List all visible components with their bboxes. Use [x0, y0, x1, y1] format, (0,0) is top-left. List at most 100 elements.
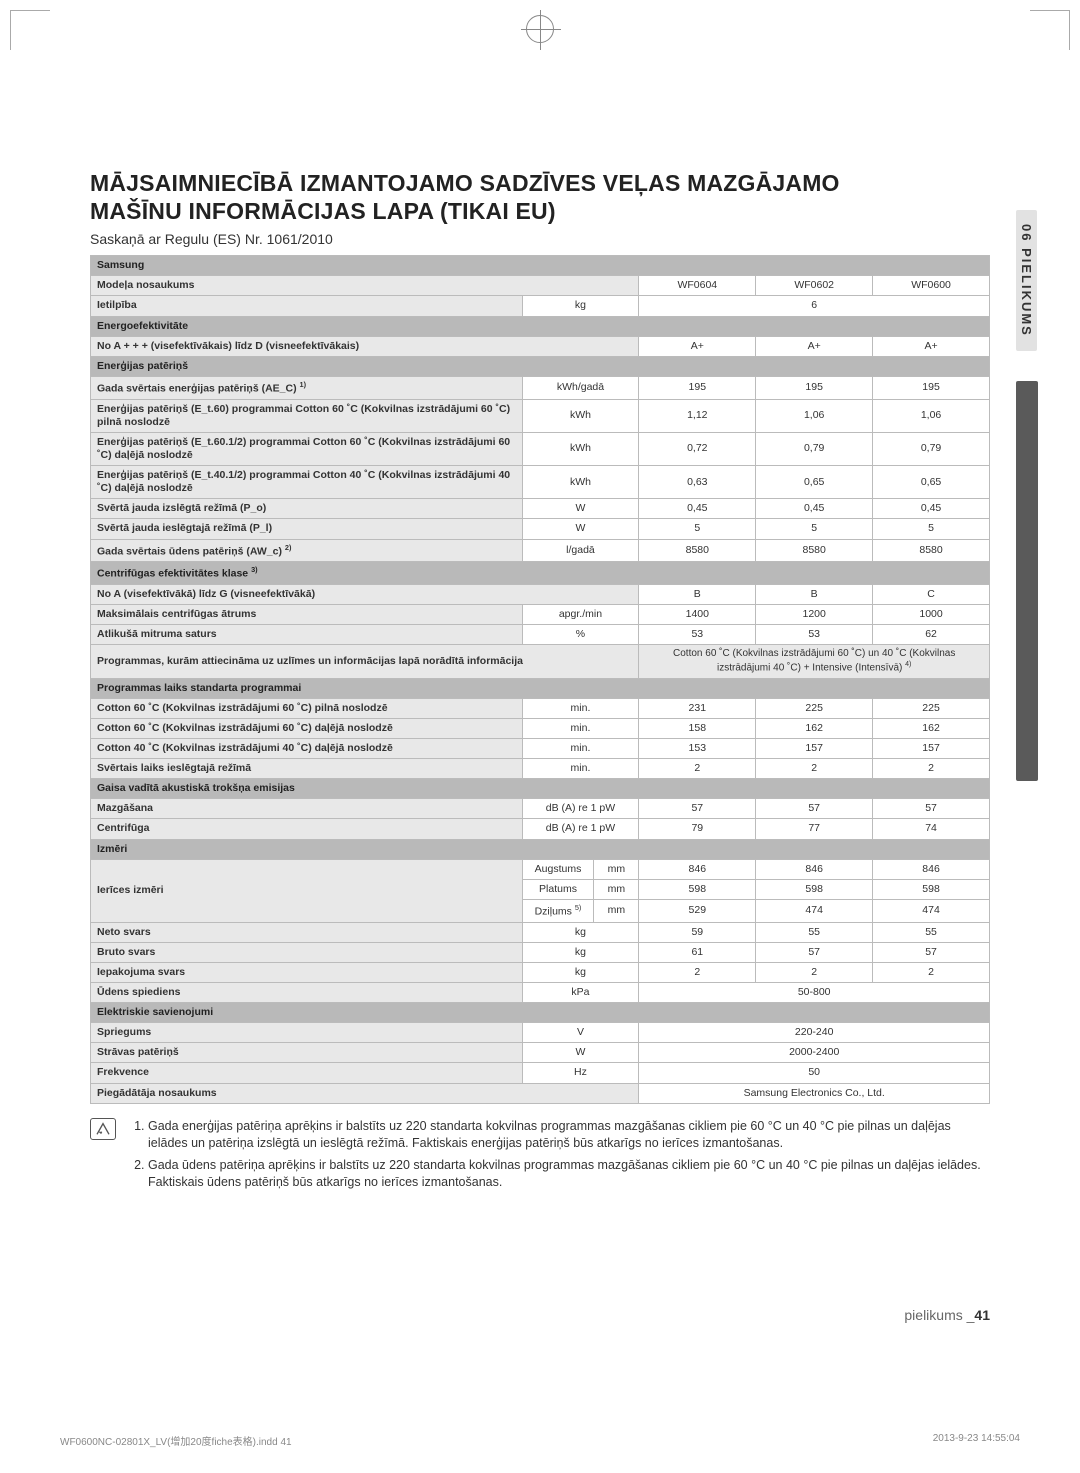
- po-label: Svērtā jauda izslēgtā režīmā (P_o): [91, 499, 523, 519]
- moist-1: 53: [639, 625, 756, 645]
- aec-1: 195: [639, 376, 756, 399]
- page-footer: pielikums _41: [904, 1307, 990, 1323]
- spin-3: 74: [873, 819, 990, 839]
- gross-2: 57: [756, 942, 873, 962]
- height-label: Augstums: [522, 859, 594, 879]
- lefton-2: 2: [756, 759, 873, 779]
- freq-unit: Hz: [522, 1063, 639, 1083]
- supplier-label: Piegādātāja nosaukums: [91, 1083, 639, 1103]
- gross-3: 57: [873, 942, 990, 962]
- spin-class-2: B: [756, 584, 873, 604]
- sidebar: 06 PIELIKUMS: [1016, 210, 1038, 850]
- height-unit: mm: [594, 859, 639, 879]
- subtitle: Saskaņā ar Regulu (ES) Nr. 1061/2010: [90, 231, 990, 247]
- po-2: 0,45: [756, 499, 873, 519]
- c60h-1: 158: [639, 718, 756, 738]
- spin-unit: dB (A) re 1 pW: [522, 819, 639, 839]
- et60h-2: 0,79: [756, 432, 873, 465]
- et40h-1: 0,63: [639, 466, 756, 499]
- class-3: A+: [873, 336, 990, 356]
- width-label: Platums: [522, 879, 594, 899]
- lefton-1: 2: [639, 759, 756, 779]
- c40h-unit: min.: [522, 738, 639, 758]
- net-3: 55: [873, 922, 990, 942]
- et60-unit: kWh: [522, 399, 639, 432]
- prog-val: Cotton 60 ˚C (Kokvilnas izstrādājumi 60 …: [639, 645, 990, 678]
- pack-2: 2: [756, 962, 873, 982]
- po-3: 0,45: [873, 499, 990, 519]
- po-unit: W: [522, 499, 639, 519]
- spin-class-label: No A (visefektīvākā) līdz G (visneefektī…: [91, 584, 639, 604]
- press-label: Ūdens spiediens: [91, 982, 523, 1002]
- sidebar-accent: [1016, 381, 1038, 781]
- c60h-3: 162: [873, 718, 990, 738]
- class-2: A+: [756, 336, 873, 356]
- meta-right: 2013-9-23 14:55:04: [933, 1433, 1020, 1448]
- pow-label: Strāvas patēriņš: [91, 1043, 523, 1063]
- model-3: WF0600: [873, 276, 990, 296]
- wash-unit: dB (A) re 1 pW: [522, 799, 639, 819]
- moist-label: Atlikušā mitruma saturs: [91, 625, 523, 645]
- et40h-unit: kWh: [522, 466, 639, 499]
- et40h-2: 0,65: [756, 466, 873, 499]
- lefton-label: Svērtais laiks ieslēgtajā režīmā: [91, 759, 523, 779]
- wash-1: 57: [639, 799, 756, 819]
- c40h-label: Cotton 40 ˚C (Kokvilnas izstrādājumi 40 …: [91, 738, 523, 758]
- c60f-3: 225: [873, 698, 990, 718]
- depth-unit: mm: [594, 899, 639, 922]
- awc-label: Gada svērtais ūdens patēriņš (AW_c) 2): [91, 539, 523, 562]
- moist-2: 53: [756, 625, 873, 645]
- c60f-2: 225: [756, 698, 873, 718]
- class-1: A+: [639, 336, 756, 356]
- wash-3: 57: [873, 799, 990, 819]
- lefton-3: 2: [873, 759, 990, 779]
- freq-val: 50: [639, 1063, 990, 1083]
- c60f-unit: min.: [522, 698, 639, 718]
- depth-3: 474: [873, 899, 990, 922]
- awc-unit: l/gadā: [522, 539, 639, 562]
- max-spin-unit: apgr./min: [522, 604, 639, 624]
- aec-label: Gada svērtais enerģijas patēriņš (AE_C) …: [91, 376, 523, 399]
- c60h-unit: min.: [522, 718, 639, 738]
- print-meta: WF0600NC-02801X_LV(增加20度fiche表格).indd 41…: [60, 1433, 1020, 1448]
- width-2: 598: [756, 879, 873, 899]
- brand-row: Samsung: [91, 256, 990, 276]
- title-line2: MAŠĪNU INFORMĀCIJAS LAPA (TIKAI EU): [90, 198, 556, 224]
- devdim-label: Ierīces izmēri: [91, 859, 523, 922]
- et40h-3: 0,65: [873, 466, 990, 499]
- model-label: Modeļa nosaukums: [91, 276, 639, 296]
- capacity-val: 6: [639, 296, 990, 316]
- energy-cons-section: Enerģijas patēriņš: [91, 356, 990, 376]
- page-title: MĀJSAIMNIECĪBĀ IZMANTOJAMO SADZĪVES VEĻA…: [90, 170, 990, 225]
- et60-1: 1,12: [639, 399, 756, 432]
- moist-3: 62: [873, 625, 990, 645]
- press-val: 50-800: [639, 982, 990, 1002]
- model-2: WF0602: [756, 276, 873, 296]
- volt-label: Spriegums: [91, 1023, 523, 1043]
- width-unit: mm: [594, 879, 639, 899]
- pack-3: 2: [873, 962, 990, 982]
- net-unit: kg: [522, 922, 639, 942]
- c40h-2: 157: [756, 738, 873, 758]
- max-spin-3: 1000: [873, 604, 990, 624]
- gross-label: Bruto svars: [91, 942, 523, 962]
- aec-3: 195: [873, 376, 990, 399]
- class-label: No A + + + (visefektīvākais) līdz D (vis…: [91, 336, 639, 356]
- footnote-1: Gada enerģijas patēriņa aprēķins ir bals…: [148, 1118, 990, 1152]
- model-1: WF0604: [639, 276, 756, 296]
- width-3: 598: [873, 879, 990, 899]
- et60h-3: 0,79: [873, 432, 990, 465]
- pi-1: 5: [639, 519, 756, 539]
- et40h-label: Enerģijas patēriņš (E_t.40.1/2) programm…: [91, 466, 523, 499]
- pack-unit: kg: [522, 962, 639, 982]
- volt-unit: V: [522, 1023, 639, 1043]
- freq-label: Frekvence: [91, 1063, 523, 1083]
- c60h-2: 162: [756, 718, 873, 738]
- spin-2: 77: [756, 819, 873, 839]
- meta-left: WF0600NC-02801X_LV(增加20度fiche表格).indd 41: [60, 1433, 292, 1448]
- wash-label: Mazgāšana: [91, 799, 523, 819]
- aec-2: 195: [756, 376, 873, 399]
- c60f-label: Cotton 60 ˚C (Kokvilnas izstrādājumi 60 …: [91, 698, 523, 718]
- pi-unit: W: [522, 519, 639, 539]
- noise-section: Gaisa vadītā akustiskā trokšņa emisijas: [91, 779, 990, 799]
